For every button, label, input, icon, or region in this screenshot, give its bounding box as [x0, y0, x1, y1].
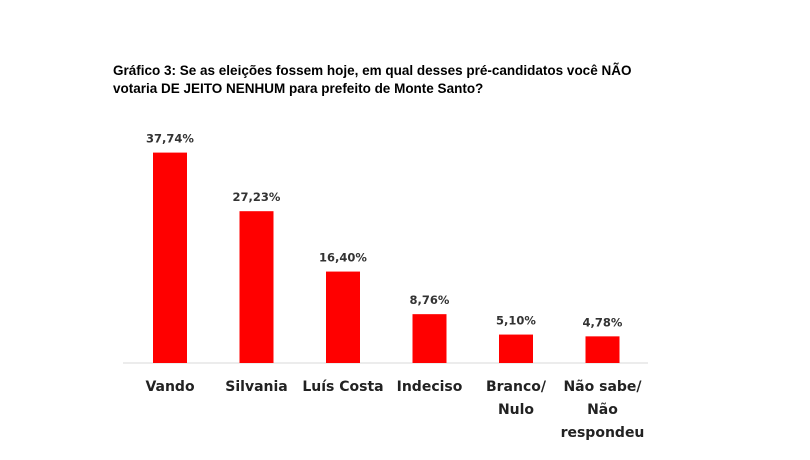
category-label-5: Não sabe/Não respondeu — [561, 379, 645, 441]
value-labels-group: 37,74% 27,23% 16,40% 8,76% 5,10% 4,78% — [146, 132, 623, 330]
bar-0 — [153, 152, 187, 363]
bar-3 — [412, 314, 447, 363]
category-label-2-line-0: Luís Costa — [302, 379, 383, 395]
category-label-2: Luís Costa — [302, 379, 383, 395]
value-label-1: 27,23% — [233, 190, 281, 204]
category-label-0-line-0: Vando — [145, 379, 195, 395]
category-label-3-line-0: Indeciso — [397, 379, 463, 395]
chart-title-line-1: Gráfico 3: Se as eleições fossem hoje, e… — [113, 63, 632, 78]
category-label-1-line-0: Silvania — [225, 379, 287, 395]
value-label-4: 5,10% — [496, 314, 536, 328]
category-label-4: Branco/Nulo — [486, 379, 547, 418]
chart-title-line-2: votaria DE JEITO NENHUM para prefeito de… — [113, 81, 484, 96]
value-label-2: 16,40% — [319, 251, 367, 265]
bar-1 — [239, 211, 274, 363]
bar-4 — [499, 334, 533, 363]
category-labels-group: Vando Silvania Luís Costa Indeciso Branco/Nu… — [145, 379, 644, 441]
chart-title: Gráfico 3: Se as eleições fossem hoje, e… — [113, 62, 713, 98]
value-label-3: 8,76% — [410, 293, 450, 307]
category-label-3: Indeciso — [397, 379, 463, 395]
value-label-0: 37,74% — [146, 132, 194, 146]
category-label-5-line-0: Não sabe/ — [563, 379, 642, 395]
category-label-1: Silvania — [225, 379, 287, 395]
bars-group — [153, 152, 620, 363]
category-label-0: Vando — [145, 379, 195, 395]
category-label-4-line-1: Nulo — [498, 402, 534, 418]
bar-2 — [326, 271, 360, 363]
value-label-5: 4,78% — [583, 315, 623, 329]
category-label-4-line-0: Branco/ — [486, 379, 547, 395]
category-label-5-line-2: respondeu — [561, 425, 645, 441]
bar-5 — [585, 336, 620, 363]
category-label-5-line-1: Não — [587, 402, 618, 418]
